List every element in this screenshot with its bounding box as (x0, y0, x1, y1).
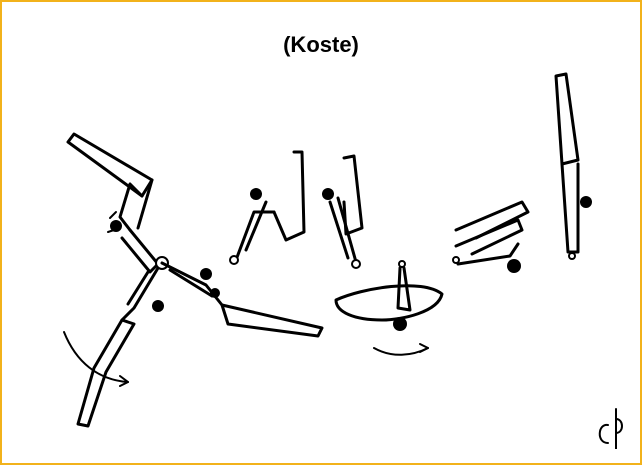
left-limb-lower-segment (63, 266, 164, 428)
limb-figure-2 (229, 150, 306, 265)
signature-glyph (598, 408, 623, 450)
page-title: (Koste) (283, 32, 359, 57)
limb-figure-5 (452, 200, 530, 273)
artist-signature (592, 405, 630, 457)
limb-figure-6 (554, 72, 592, 260)
left-limb-central-joint (120, 228, 324, 338)
limb-figure-4 (334, 260, 444, 356)
limb-figure-3 (322, 154, 364, 269)
left-limb-upper-segment (66, 132, 154, 233)
